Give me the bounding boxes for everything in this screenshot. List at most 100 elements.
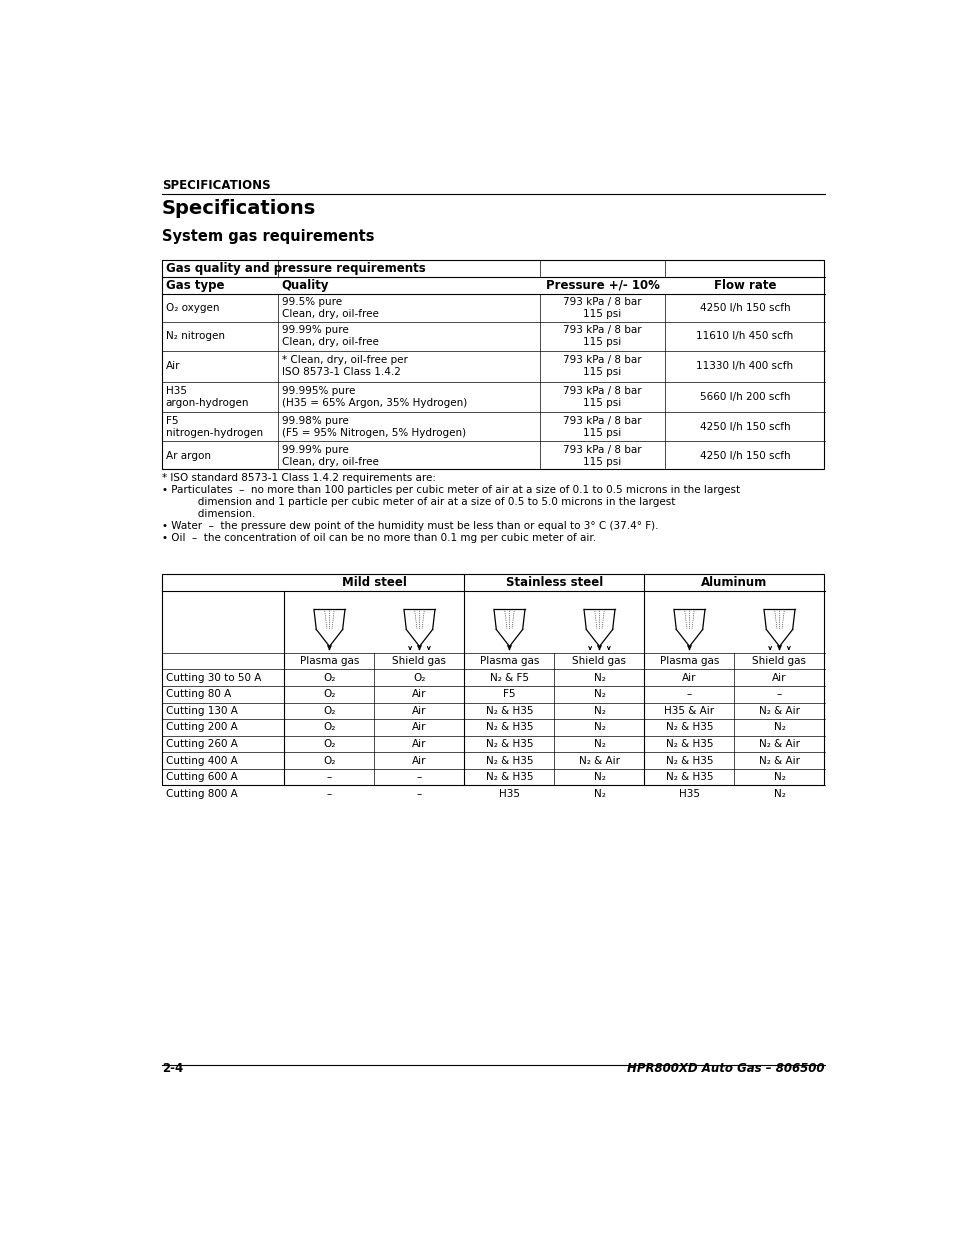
Text: Cutting 260 A: Cutting 260 A	[166, 739, 237, 748]
Text: N₂ & H35: N₂ & H35	[485, 739, 533, 748]
Text: 793 kPa / 8 bar: 793 kPa / 8 bar	[562, 326, 641, 336]
Text: Air: Air	[412, 706, 426, 716]
Text: Cutting 600 A: Cutting 600 A	[166, 772, 237, 782]
Text: N₂ & H35: N₂ & H35	[665, 772, 713, 782]
Text: (H35 = 65% Argon, 35% Hydrogen): (H35 = 65% Argon, 35% Hydrogen)	[281, 398, 466, 408]
Text: N₂ & Air: N₂ & Air	[759, 756, 800, 766]
Text: 793 kPa / 8 bar: 793 kPa / 8 bar	[562, 356, 641, 366]
Text: 99.99% pure: 99.99% pure	[281, 326, 348, 336]
Text: O₂: O₂	[323, 689, 335, 699]
Text: Cutting 400 A: Cutting 400 A	[166, 756, 237, 766]
Text: –: –	[686, 689, 691, 699]
Text: 115 psi: 115 psi	[583, 337, 621, 347]
Text: Air: Air	[681, 673, 696, 683]
Text: N₂ & H35: N₂ & H35	[665, 756, 713, 766]
Text: HPR800XD Auto Gas – 806500: HPR800XD Auto Gas – 806500	[626, 1062, 823, 1074]
Bar	[162, 574, 823, 785]
Text: 793 kPa / 8 bar: 793 kPa / 8 bar	[562, 387, 641, 396]
Text: argon-hydrogen: argon-hydrogen	[166, 398, 249, 408]
Text: 2-4: 2-4	[162, 1062, 183, 1074]
Text: ISO 8573-1 Class 1.4.2: ISO 8573-1 Class 1.4.2	[281, 367, 400, 377]
Text: 5660 l/h 200 scfh: 5660 l/h 200 scfh	[699, 391, 789, 401]
Text: N₂ & Air: N₂ & Air	[759, 739, 800, 748]
Text: (F5 = 95% Nitrogen, 5% Hydrogen): (F5 = 95% Nitrogen, 5% Hydrogen)	[281, 427, 465, 437]
Text: Cutting 30 to 50 A: Cutting 30 to 50 A	[166, 673, 261, 683]
Text: Air: Air	[771, 673, 786, 683]
Text: dimension.: dimension.	[162, 509, 255, 519]
Text: Stainless steel: Stainless steel	[505, 576, 602, 589]
Text: 115 psi: 115 psi	[583, 367, 621, 377]
Text: N₂: N₂	[773, 722, 784, 732]
Text: • Particulates  –  no more than 100 particles per cubic meter of air at a size o: • Particulates – no more than 100 partic…	[162, 485, 740, 495]
Text: 793 kPa / 8 bar: 793 kPa / 8 bar	[562, 446, 641, 456]
Text: N₂ & Air: N₂ & Air	[578, 756, 619, 766]
Text: N₂ & F5: N₂ & F5	[490, 673, 528, 683]
Text: H35: H35	[679, 789, 700, 799]
Text: nitrogen-hydrogen: nitrogen-hydrogen	[166, 427, 263, 437]
Text: Cutting 130 A: Cutting 130 A	[166, 706, 237, 716]
Text: 115 psi: 115 psi	[583, 457, 621, 467]
Text: O₂ oxygen: O₂ oxygen	[166, 303, 219, 312]
Text: System gas requirements: System gas requirements	[162, 230, 374, 245]
Text: 4250 l/h 150 scfh: 4250 l/h 150 scfh	[699, 421, 789, 431]
Text: O₂: O₂	[323, 756, 335, 766]
Text: * Clean, dry, oil-free per: * Clean, dry, oil-free per	[281, 356, 407, 366]
Text: Aluminum: Aluminum	[700, 576, 767, 589]
Text: 115 psi: 115 psi	[583, 427, 621, 437]
Text: 115 psi: 115 psi	[583, 398, 621, 408]
Text: Air: Air	[412, 739, 426, 748]
Text: –: –	[327, 789, 332, 799]
Text: F5: F5	[166, 416, 178, 426]
Text: N₂ nitrogen: N₂ nitrogen	[166, 331, 225, 341]
Text: 793 kPa / 8 bar: 793 kPa / 8 bar	[562, 296, 641, 308]
Text: Flow rate: Flow rate	[713, 279, 776, 291]
Text: O₂: O₂	[323, 739, 335, 748]
Text: Shield gas: Shield gas	[392, 656, 446, 666]
Text: N₂ & H35: N₂ & H35	[665, 722, 713, 732]
Text: Pressure +/- 10%: Pressure +/- 10%	[545, 279, 659, 291]
Text: O₂: O₂	[323, 722, 335, 732]
Text: Air: Air	[412, 722, 426, 732]
Text: Specifications: Specifications	[162, 199, 315, 217]
Text: • Water  –  the pressure dew point of the humidity must be less than or equal to: • Water – the pressure dew point of the …	[162, 521, 658, 531]
Text: Gas quality and pressure requirements: Gas quality and pressure requirements	[166, 262, 425, 275]
Text: –: –	[416, 789, 421, 799]
Text: Plasma gas: Plasma gas	[299, 656, 358, 666]
Text: 99.98% pure: 99.98% pure	[281, 416, 348, 426]
Text: Air: Air	[412, 756, 426, 766]
Text: 99.99% pure: 99.99% pure	[281, 446, 348, 456]
Text: N₂ & H35: N₂ & H35	[485, 722, 533, 732]
Text: N₂: N₂	[593, 789, 605, 799]
Text: Air: Air	[166, 361, 180, 370]
Text: H35: H35	[166, 387, 187, 396]
Text: 11610 l/h 450 scfh: 11610 l/h 450 scfh	[696, 331, 793, 341]
Text: Plasma gas: Plasma gas	[479, 656, 538, 666]
Text: * ISO standard 8573-1 Class 1.4.2 requirements are:: * ISO standard 8573-1 Class 1.4.2 requir…	[162, 473, 436, 483]
Text: N₂ & Air: N₂ & Air	[759, 706, 800, 716]
Text: Cutting 200 A: Cutting 200 A	[166, 722, 237, 732]
Text: N₂: N₂	[773, 772, 784, 782]
Text: –: –	[416, 772, 421, 782]
Text: N₂ & H35: N₂ & H35	[485, 706, 533, 716]
Bar	[162, 259, 823, 469]
Text: Cutting 800 A: Cutting 800 A	[166, 789, 237, 799]
Text: N₂: N₂	[593, 772, 605, 782]
Text: 4250 l/h 150 scfh: 4250 l/h 150 scfh	[699, 303, 789, 312]
Text: Shield gas: Shield gas	[752, 656, 805, 666]
Text: 4250 l/h 150 scfh: 4250 l/h 150 scfh	[699, 451, 789, 461]
Text: Cutting 80 A: Cutting 80 A	[166, 689, 231, 699]
Text: O₂: O₂	[323, 706, 335, 716]
Text: –: –	[776, 689, 781, 699]
Text: H35: H35	[498, 789, 519, 799]
Text: Ar argon: Ar argon	[166, 451, 211, 461]
Text: N₂ & H35: N₂ & H35	[485, 756, 533, 766]
Text: dimension and 1 particle per cubic meter of air at a size of 0.5 to 5.0 microns : dimension and 1 particle per cubic meter…	[162, 496, 675, 508]
Text: Clean, dry, oil-free: Clean, dry, oil-free	[281, 337, 378, 347]
Text: N₂ & H35: N₂ & H35	[665, 739, 713, 748]
Text: N₂: N₂	[773, 789, 784, 799]
Text: H35 & Air: H35 & Air	[663, 706, 714, 716]
Text: SPECIFICATIONS: SPECIFICATIONS	[162, 179, 271, 193]
Text: Shield gas: Shield gas	[572, 656, 626, 666]
Text: F5: F5	[502, 689, 516, 699]
Text: N₂ & H35: N₂ & H35	[485, 772, 533, 782]
